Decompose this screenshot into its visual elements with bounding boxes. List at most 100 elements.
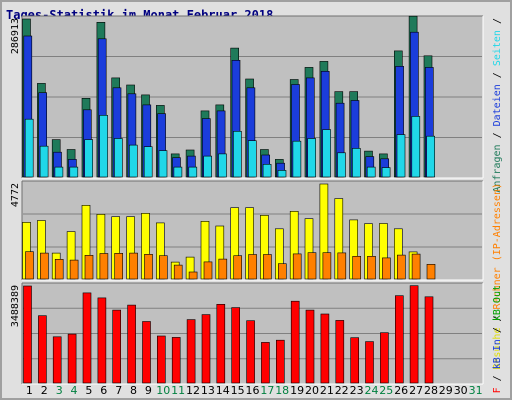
day-label-2: 2	[41, 384, 48, 397]
bar-rechner-day-3	[54, 258, 64, 280]
legend-part: /	[492, 18, 503, 30]
bar-rechner-day-26	[396, 254, 406, 280]
day-label-11: 11	[171, 384, 185, 397]
day-label-14: 14	[216, 384, 230, 397]
day-label-8: 8	[130, 384, 137, 397]
bar-rechner-day-6	[99, 253, 109, 280]
bar-kb-f-day-20	[305, 309, 315, 384]
bar-rechner-day-28	[426, 263, 436, 280]
bar-kb-f-day-26	[394, 295, 404, 384]
legend-part: /	[492, 309, 503, 327]
bar-seiten-day-20	[307, 138, 317, 178]
day-label-19: 19	[290, 384, 304, 397]
bar-kb-f-day-23	[350, 337, 360, 384]
bar-seiten-day-11	[173, 166, 183, 178]
bar-seiten-day-26	[396, 134, 406, 178]
day-label-15: 15	[231, 384, 245, 397]
bar-rechner-day-17	[263, 254, 272, 280]
bar-rechner-day-18	[277, 263, 287, 280]
bar-kb-f-day-2	[38, 315, 47, 384]
day-label-17: 17	[260, 384, 274, 397]
bar-rechner-day-20	[307, 252, 317, 280]
day-label-21: 21	[320, 384, 334, 397]
bar-kb-f-day-21	[320, 313, 330, 384]
day-label-4: 4	[71, 384, 78, 397]
bar-kb-f-day-11	[171, 337, 181, 384]
day-label-23: 23	[350, 384, 364, 397]
day-label-3: 3	[56, 384, 63, 397]
bar-seiten-day-22	[337, 152, 346, 178]
bar-seiten-day-8	[129, 144, 138, 178]
bar-seiten-day-21	[322, 129, 331, 178]
bar-rechner-day-13	[203, 261, 213, 280]
day-label-26: 26	[394, 384, 408, 397]
legend-part: Besuche	[492, 328, 503, 370]
bar-seiten-day-2	[39, 145, 49, 178]
bar-seiten-day-6	[99, 115, 108, 178]
bar-rechner-day-9	[144, 254, 153, 280]
bar-rechner-day-7	[114, 253, 123, 280]
bar-kb-f-day-1	[23, 285, 32, 384]
panel-bottom-legend: kB F / kB In / kB Out	[492, 285, 503, 398]
day-label-28: 28	[424, 384, 438, 397]
day-label-1: 1	[26, 384, 33, 397]
bar-kb-f-day-27	[409, 285, 419, 384]
day-label-5: 5	[85, 384, 92, 397]
bar-kb-f-day-10	[157, 335, 166, 384]
bar-seiten-day-15	[233, 131, 242, 178]
bar-kb-f-day-22	[335, 320, 345, 384]
bar-kb-f-day-3	[52, 336, 62, 384]
bar-seiten-day-28	[426, 135, 436, 178]
day-label-20: 20	[305, 384, 319, 397]
bar-kb-f-day-16	[246, 320, 255, 384]
bar-kb-f-day-15	[231, 307, 240, 384]
day-label-18: 18	[275, 384, 289, 397]
day-label-16: 16	[246, 384, 260, 397]
legend-part: Anfragen	[492, 144, 503, 192]
bar-seiten-day-19	[292, 140, 302, 178]
bar-rechner-day-8	[129, 252, 138, 280]
legend-part: /	[492, 126, 503, 144]
day-label-13: 13	[201, 384, 215, 397]
day-label-6: 6	[100, 384, 107, 397]
bar-seiten-day-14	[218, 153, 227, 178]
legend-part: kB Out	[492, 285, 503, 321]
bar-rechner-day-1	[25, 251, 34, 280]
bar-rechner-day-22	[337, 252, 347, 280]
panel-bottom-max-label: 3488389	[10, 285, 21, 327]
legend-part: /	[492, 66, 503, 84]
bar-seiten-day-23	[352, 148, 361, 178]
bar-kb-f-day-8	[127, 304, 136, 384]
bar-seiten-day-7	[114, 138, 123, 178]
panel-top-legend: Anfragen / Dateien / Seiten /	[492, 18, 503, 193]
bar-seiten-day-24	[366, 166, 376, 178]
day-label-24: 24	[365, 384, 379, 397]
legend-part: Seiten	[492, 30, 503, 66]
bar-rechner-day-4	[69, 259, 79, 280]
bar-rechner-day-15	[233, 255, 242, 280]
bar-seiten-day-3	[54, 166, 64, 178]
legend-part: Dateien	[492, 84, 503, 126]
bar-seiten-day-25	[381, 167, 391, 178]
legend-part: kB F	[492, 387, 503, 398]
bar-kb-f-day-7	[112, 309, 121, 384]
bar-rechner-day-16	[248, 254, 257, 280]
bar-rechner-day-24	[367, 256, 376, 280]
day-label-7: 7	[115, 384, 122, 397]
bar-rechner-day-23	[352, 256, 362, 280]
bar-seiten-day-13	[203, 155, 212, 178]
day-label-29: 29	[439, 384, 453, 397]
bar-kb-f-day-4	[67, 333, 77, 384]
bar-seiten-day-9	[143, 146, 153, 178]
bar-kb-f-day-24	[365, 341, 374, 384]
bar-rechner-day-2	[40, 252, 49, 280]
bar-kb-f-day-19	[290, 300, 300, 384]
bar-rechner-day-27	[411, 253, 421, 280]
panel-mid-legend: Besuche / Rechner (IP-Adressen)	[492, 183, 503, 370]
day-label-22: 22	[335, 384, 349, 397]
day-label-12: 12	[186, 384, 200, 397]
bar-rechner-day-12	[188, 271, 198, 280]
bar-seiten-day-18	[277, 170, 287, 178]
